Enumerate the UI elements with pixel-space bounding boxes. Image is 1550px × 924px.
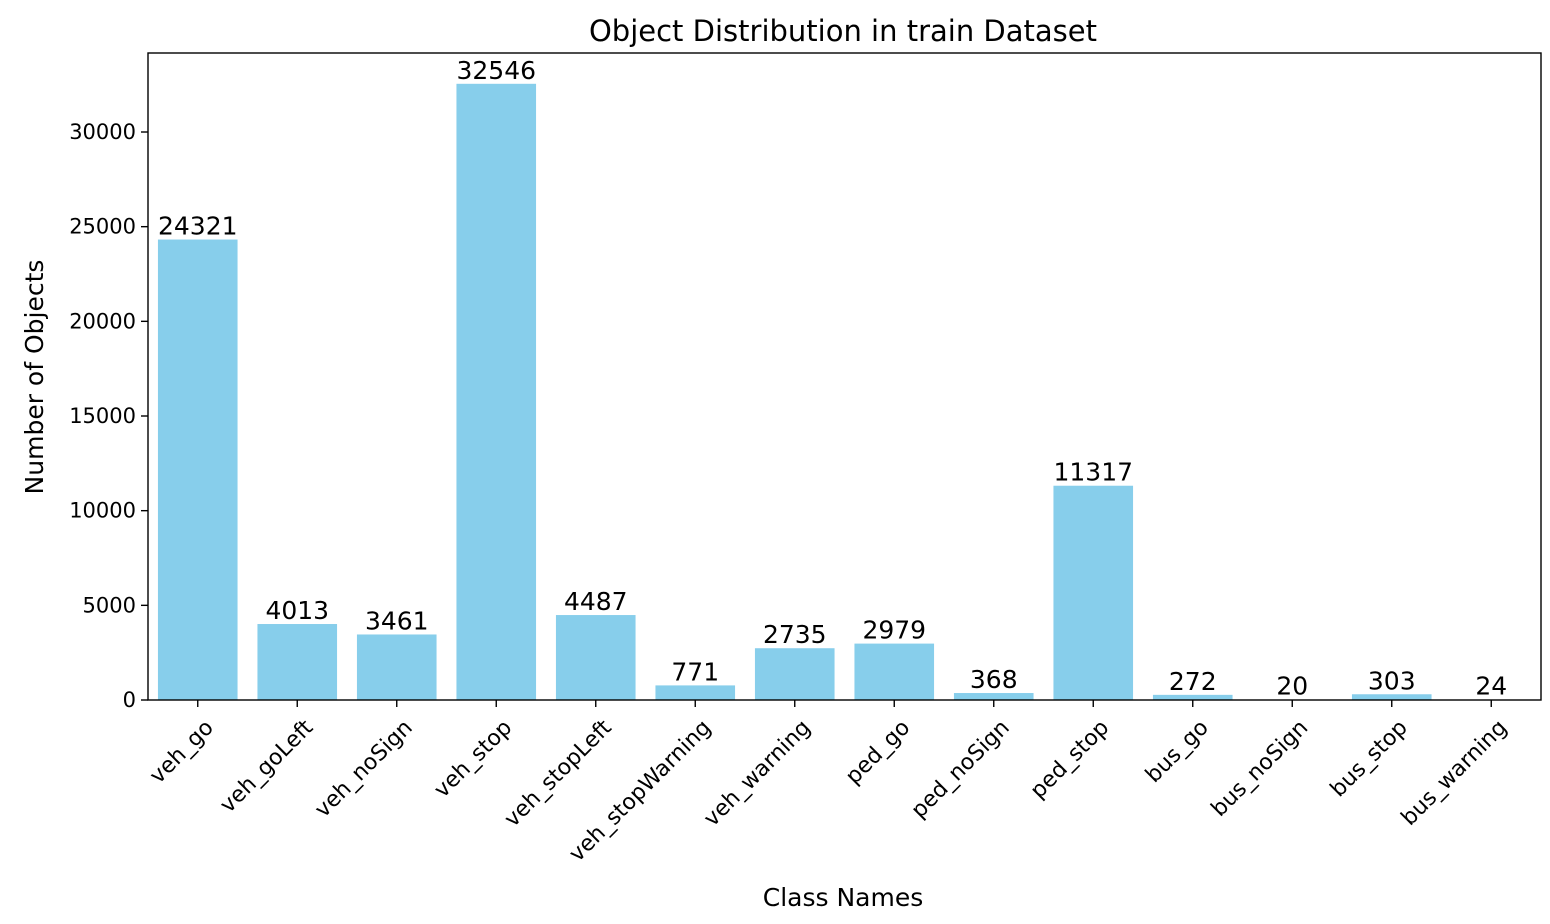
data-label-veh_go: 24321 [158,212,238,241]
bar-veh_warning [754,648,835,700]
bar-bus_go [1152,694,1233,700]
bar-ped_noSign [953,693,1034,700]
bar-veh_go [157,239,238,700]
data-label-veh_stopLeft: 4487 [564,587,628,616]
data-label-veh_stopWarning: 771 [671,657,719,686]
bar-ped_stop [1053,485,1134,700]
x-tick-label-veh_stop: veh_stop [430,715,518,803]
bar-veh_stopWarning [655,685,736,700]
bar-ped_go [854,643,935,700]
y-tick-label: 10000 [69,499,136,523]
x-tick-label-veh_goLeft: veh_goLeft [215,715,318,818]
y-tick-label: 20000 [69,309,136,333]
x-tick-label-veh_noSign: veh_noSign [310,715,417,822]
x-tick-label-bus_noSign: bus_noSign [1207,715,1314,822]
x-tick-label-ped_go: ped_go [841,715,915,789]
bar-veh_stop [456,83,537,701]
x-tick-label-bus_warning: bus_warning [1397,715,1513,831]
plot-area: 24321 4013 3461 32546 4487 771 2735 2979 368 1131… [69,52,1542,867]
data-label-bus_go: 272 [1169,667,1217,696]
y-axis-label: Number of Objects [20,260,49,495]
y-tick-label: 25000 [69,215,136,239]
x-axis-label: Class Names [763,883,924,912]
y-tick-label: 15000 [69,404,136,428]
data-label-ped_stop: 11317 [1053,458,1133,487]
data-label-bus_noSign: 20 [1276,672,1308,701]
x-tick-label-veh_go: veh_go [145,715,218,788]
chart-title: Object Distribution in train Dataset [589,14,1097,48]
data-label-veh_warning: 2735 [763,620,827,649]
x-tick-label-veh_warning: veh_warning [699,715,815,831]
data-label-veh_goLeft: 4013 [265,596,329,625]
bar-veh_stopLeft [555,615,636,700]
x-tick-label-ped_noSign: ped_noSign [907,715,1015,823]
data-label-veh_noSign: 3461 [365,606,429,635]
y-tick-label: 30000 [69,120,136,144]
data-label-bus_warning: 24 [1475,672,1507,701]
bar-bus_stop [1351,694,1432,700]
axes-frame [147,52,1542,701]
y-tick-label: 0 [123,688,136,712]
x-tick-label-bus_stop: bus_stop [1326,715,1413,802]
y-tick-label: 5000 [83,593,136,617]
bar-veh_goLeft [257,624,338,700]
data-label-ped_noSign: 368 [970,665,1018,694]
x-tick-label-ped_stop: ped_stop [1026,715,1114,803]
x-tick-label-bus_go: bus_go [1141,715,1214,788]
data-label-bus_stop: 303 [1368,666,1416,695]
data-label-ped_go: 2979 [862,616,926,645]
bar-veh_noSign [356,634,437,700]
data-label-veh_stop: 32546 [456,56,536,85]
